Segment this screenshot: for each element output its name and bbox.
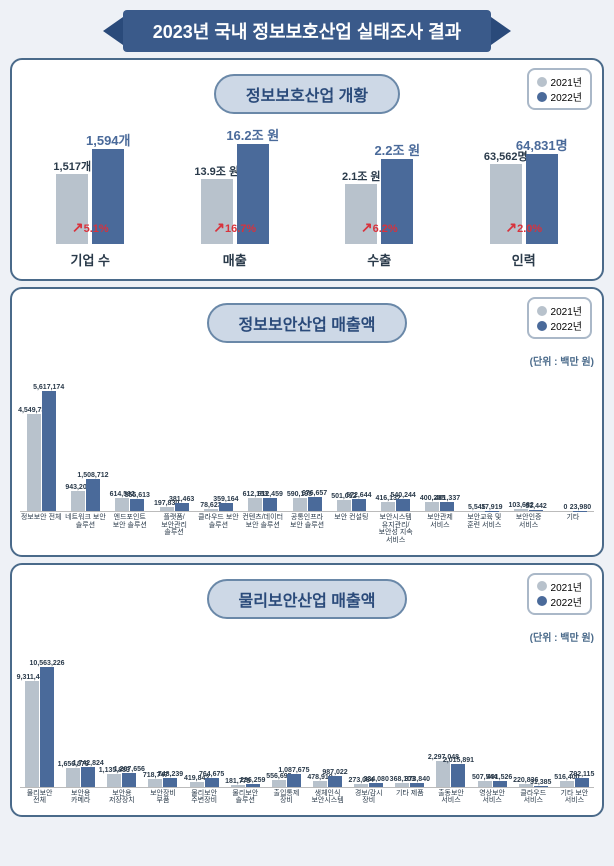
overview-item: 2.1조 원2.2조 원6.2%수출 [309, 124, 450, 269]
bar-group: 614,592555,613 [109, 498, 151, 511]
bar-label: 클라우드 서비스 [514, 790, 553, 805]
bar-group: 9,311,44610,563,226 [20, 667, 59, 787]
bar-group: 556,6951,087,675 [267, 774, 306, 786]
bar-group: 368,103373,840 [390, 783, 429, 787]
bar-group: 273,084334,080 [349, 783, 388, 787]
bar-group: 023,980 [552, 511, 594, 512]
legend-2022: 2022년 [551, 318, 582, 333]
bar-label: 영상보안 서비스 [473, 790, 512, 805]
legend-2021: 2021년 [551, 74, 582, 89]
bar-label: 생체인식 보안시스템 [308, 790, 347, 805]
legend-2021: 2021년 [551, 579, 582, 594]
bar-label: 출동보안 서비스 [431, 790, 470, 805]
bar-label: 정보보안 전체 [20, 514, 62, 545]
bar-group: 400,205401,337 [419, 502, 461, 511]
bar-group: 2,297,0482,015,891 [431, 761, 470, 787]
bar-label: 보안용 카메라 [61, 790, 100, 805]
bar-group: 419,842764,675 [185, 778, 224, 787]
bar-label: 기타 보안 서비스 [555, 790, 594, 805]
bar-label: 물리보안 주변장비 [185, 790, 224, 805]
bar-group: 220,83631,385 [514, 784, 553, 787]
bar-group: 78,623359,164 [197, 503, 239, 511]
bar-group: 612,153612,459 [242, 498, 284, 511]
info-security-chart: 4,549,7345,617,174943,2011,508,712614,59… [20, 372, 594, 512]
bar-group: 1,656,5791,742,824 [61, 767, 100, 787]
bar-group: 181,775286,259 [226, 784, 265, 787]
bar-label: 보안용 저장장치 [102, 790, 141, 805]
bar-group: 501,012572,644 [330, 499, 372, 511]
bar-group: 1,135,8831,207,656 [102, 773, 141, 787]
main-title-banner: 2023년 국내 정보보호산업 실태조사 결과 [10, 10, 604, 52]
overview-item: 1,517개1,594개5.1%기업 수 [20, 124, 161, 269]
bar-group: 478,910987,022 [308, 776, 347, 787]
bar-group: 416,132540,244 [375, 499, 417, 511]
bar-label: 컨텐츠/데이터 보안 솔루션 [242, 514, 284, 545]
info-security-title: 정보보안산업 매출액 [207, 303, 408, 343]
bar-label: 경보/감시 장비 [349, 790, 388, 805]
main-title: 2023년 국내 정보보호산업 실태조사 결과 [123, 10, 491, 52]
legend-2022: 2022년 [551, 594, 582, 609]
bar-group: 507,544491,526 [473, 781, 512, 787]
bar-label: 기타 제품 [390, 790, 429, 805]
overview-item: 13.9조 원16.2조 원16.7%매출 [165, 124, 306, 269]
bar-label: 물리보안 솔루션 [226, 790, 265, 805]
physical-security-title: 물리보안산업 매출액 [207, 579, 408, 619]
bar-group: 197,830381,463 [153, 503, 195, 511]
overview-item: 63,562명64,831명2.0%인력 [454, 124, 595, 269]
info-security-card: 정보보안산업 매출액 2021년 2022년 (단위 : 백만 원) 4,549… [10, 287, 604, 557]
physical-security-card: 물리보안산업 매출액 2021년 2022년 (단위 : 백만 원) 9,311… [10, 563, 604, 817]
bar-group: 943,2011,508,712 [64, 479, 106, 511]
physical-security-chart: 9,311,44610,563,2261,656,5791,742,8241,1… [20, 648, 594, 788]
unit-label: (단위 : 백만 원) [20, 629, 594, 644]
bar-label: 플랫폼/보안관리 솔루션 [153, 514, 195, 545]
bar-label: 출입통제 장비 [267, 790, 306, 805]
legend: 2021년 2022년 [527, 68, 592, 110]
bar-group: 516,400792,115 [555, 778, 594, 787]
legend-2021: 2021년 [551, 303, 582, 318]
unit-label: (단위 : 백만 원) [20, 353, 594, 368]
bar-label: 보안교육 및 훈련 서비스 [463, 514, 505, 545]
bar-group: 718,747748,239 [143, 778, 182, 787]
bar-label: 보안관제 서비스 [419, 514, 461, 545]
legend-2022: 2022년 [551, 89, 582, 104]
overview-title: 정보보호산업 개황 [214, 74, 400, 114]
bar-group: 590,198676,657 [286, 497, 328, 511]
legend: 2021년 2022년 [527, 297, 592, 339]
bar-label: 물리보안 전체 [20, 790, 59, 805]
legend: 2021년 2022년 [527, 573, 592, 615]
bar-label: 보안시스템 유지관리/보안성 지속 서비스 [375, 514, 417, 545]
bar-label: 네트워크 보안 솔루션 [64, 514, 106, 545]
bar-label: 보안 컨설팅 [330, 514, 372, 545]
bar-group: 4,549,7345,617,174 [20, 391, 62, 511]
overview-card: 정보보호산업 개황 2021년 2022년 1,517개1,594개5.1%기업… [10, 58, 604, 281]
bar-label: 보안장비 부품 [143, 790, 182, 805]
bar-label: 엔드포인트 보안 솔루션 [109, 514, 151, 545]
bar-label: 공통인프라 보안 솔루션 [286, 514, 328, 545]
bar-label: 보안인증 서비스 [507, 514, 549, 545]
bar-label: 클라우드 보안 솔루션 [197, 514, 239, 545]
bar-label: 기타 [552, 514, 594, 545]
bar-group: 103,68253,442 [507, 509, 549, 511]
